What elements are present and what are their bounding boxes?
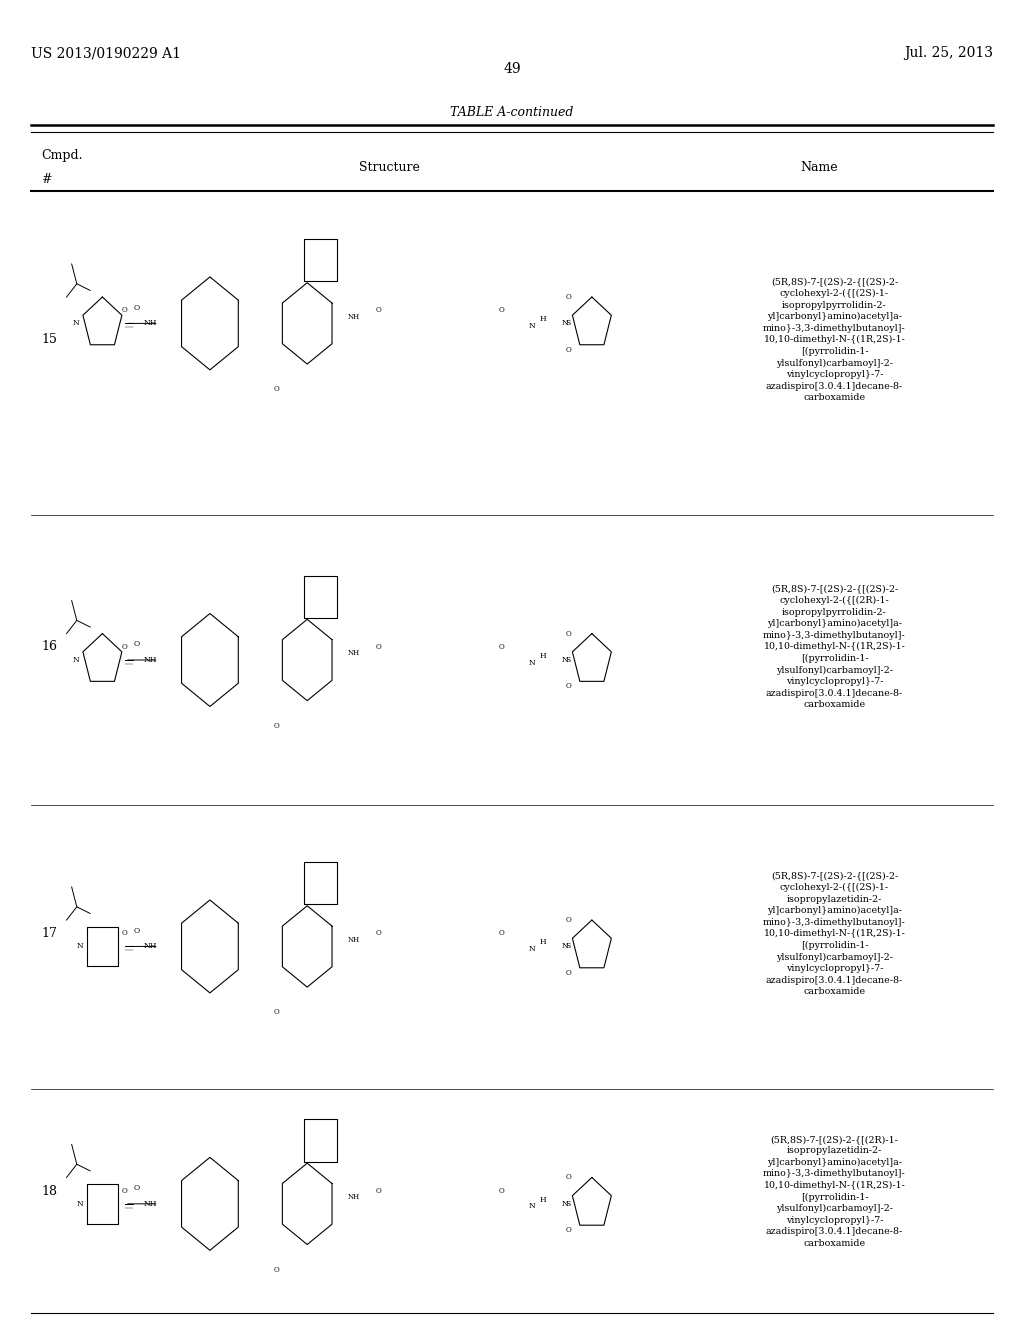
- Text: O: O: [273, 722, 280, 730]
- Text: O: O: [133, 927, 139, 935]
- Text: O: O: [122, 306, 128, 314]
- Text: O: O: [565, 630, 571, 638]
- Text: N: N: [562, 319, 568, 327]
- Text: TABLE A-continued: TABLE A-continued: [451, 106, 573, 119]
- Text: O: O: [273, 1266, 280, 1274]
- Text: O: O: [133, 304, 139, 312]
- Text: O: O: [122, 1187, 128, 1195]
- Text: O: O: [499, 643, 505, 651]
- Text: NH: NH: [143, 319, 157, 327]
- Text: O: O: [565, 916, 571, 924]
- Text: (5R,8S)-7-[(2S)-2-{[(2R)-1-
isopropylazetidin-2-
yl]carbonyl}amino)acetyl]a-
min: (5R,8S)-7-[(2S)-2-{[(2R)-1- isopropylaze…: [763, 1135, 906, 1247]
- Text: N: N: [77, 1200, 83, 1208]
- Text: H: H: [540, 939, 546, 946]
- Text: N: N: [73, 656, 79, 664]
- Text: O: O: [273, 1008, 280, 1016]
- Text: O: O: [122, 929, 128, 937]
- Text: NH: NH: [143, 942, 157, 950]
- Text: O: O: [499, 1187, 505, 1195]
- Text: NH: NH: [143, 656, 157, 664]
- Text: Structure: Structure: [358, 161, 420, 174]
- Text: O: O: [565, 1226, 571, 1234]
- Text: NH: NH: [347, 313, 359, 321]
- Text: N: N: [529, 945, 536, 953]
- Text: US 2013/0190229 A1: US 2013/0190229 A1: [31, 46, 180, 61]
- Text: O: O: [273, 385, 280, 393]
- Text: H: H: [540, 315, 546, 323]
- Text: S: S: [565, 656, 571, 664]
- Text: NH: NH: [347, 649, 359, 657]
- Text: NH: NH: [143, 1200, 157, 1208]
- Text: 18: 18: [41, 1185, 57, 1197]
- Text: O: O: [565, 969, 571, 977]
- Text: S: S: [565, 1200, 571, 1208]
- Text: N: N: [562, 942, 568, 950]
- Text: Name: Name: [801, 161, 838, 174]
- Text: (5R,8S)-7-[(2S)-2-{[(2S)-2-
cyclohexyl-2-({[(2S)-1-
isopropylpyrrolidin-2-
yl]ca: (5R,8S)-7-[(2S)-2-{[(2S)-2- cyclohexyl-2…: [763, 277, 906, 403]
- Text: H: H: [540, 1196, 546, 1204]
- Text: N: N: [529, 322, 536, 330]
- Text: N: N: [562, 1200, 568, 1208]
- Text: O: O: [122, 643, 128, 651]
- Text: #: #: [41, 173, 51, 186]
- Text: N: N: [77, 942, 83, 950]
- Text: 15: 15: [41, 334, 57, 346]
- Text: N: N: [529, 659, 536, 667]
- Text: N: N: [73, 319, 79, 327]
- Text: 16: 16: [41, 640, 57, 653]
- Text: N: N: [529, 1203, 536, 1210]
- Text: O: O: [565, 1173, 571, 1181]
- Text: NH: NH: [347, 1193, 359, 1201]
- Text: NH: NH: [347, 936, 359, 944]
- Text: O: O: [565, 293, 571, 301]
- Text: H: H: [540, 652, 546, 660]
- Text: O: O: [376, 929, 382, 937]
- Text: Cmpd.: Cmpd.: [41, 149, 83, 162]
- Text: S: S: [565, 319, 571, 327]
- Text: (5R,8S)-7-[(2S)-2-{[(2S)-2-
cyclohexyl-2-({[(2S)-1-
isopropylazetidin-2-
yl]carb: (5R,8S)-7-[(2S)-2-{[(2S)-2- cyclohexyl-2…: [763, 871, 906, 997]
- Text: (5R,8S)-7-[(2S)-2-{[(2S)-2-
cyclohexyl-2-({[(2R)-1-
isopropylpyrrolidin-2-
yl]ca: (5R,8S)-7-[(2S)-2-{[(2S)-2- cyclohexyl-2…: [763, 585, 906, 709]
- Text: S: S: [565, 942, 571, 950]
- Text: Jul. 25, 2013: Jul. 25, 2013: [904, 46, 993, 61]
- Text: O: O: [133, 640, 139, 648]
- Text: O: O: [565, 346, 571, 354]
- Text: 17: 17: [41, 928, 57, 940]
- Text: O: O: [499, 929, 505, 937]
- Text: O: O: [565, 682, 571, 690]
- Text: O: O: [376, 1187, 382, 1195]
- Text: O: O: [376, 306, 382, 314]
- Text: 49: 49: [503, 62, 521, 77]
- Text: O: O: [133, 1184, 139, 1192]
- Text: N: N: [562, 656, 568, 664]
- Text: O: O: [376, 643, 382, 651]
- Text: O: O: [499, 306, 505, 314]
